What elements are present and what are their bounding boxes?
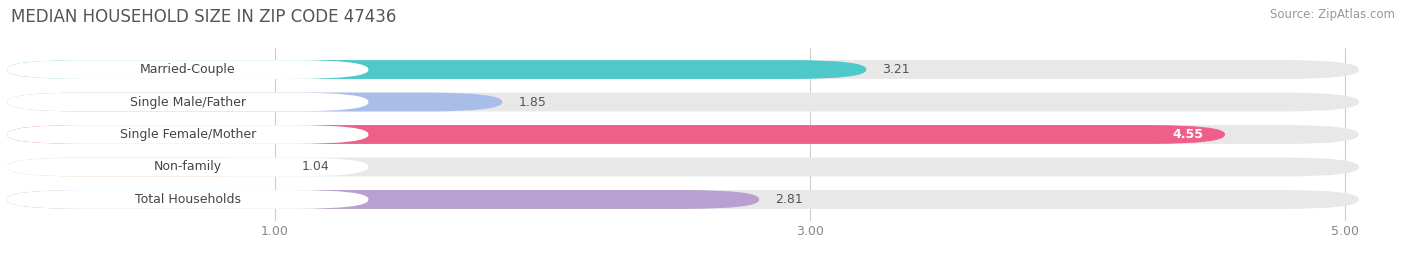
Text: Single Female/Mother: Single Female/Mother bbox=[120, 128, 256, 141]
FancyBboxPatch shape bbox=[7, 190, 368, 209]
Text: Non-family: Non-family bbox=[153, 161, 222, 174]
Text: 1.04: 1.04 bbox=[301, 161, 329, 174]
FancyBboxPatch shape bbox=[7, 60, 368, 79]
FancyBboxPatch shape bbox=[7, 60, 1358, 79]
FancyBboxPatch shape bbox=[7, 125, 1225, 144]
FancyBboxPatch shape bbox=[7, 93, 1358, 111]
FancyBboxPatch shape bbox=[7, 93, 368, 111]
Text: Married-Couple: Married-Couple bbox=[141, 63, 236, 76]
Text: 3.21: 3.21 bbox=[883, 63, 910, 76]
Text: 4.55: 4.55 bbox=[1173, 128, 1204, 141]
FancyBboxPatch shape bbox=[7, 125, 1358, 144]
Text: MEDIAN HOUSEHOLD SIZE IN ZIP CODE 47436: MEDIAN HOUSEHOLD SIZE IN ZIP CODE 47436 bbox=[11, 8, 396, 26]
FancyBboxPatch shape bbox=[7, 190, 759, 209]
FancyBboxPatch shape bbox=[7, 158, 285, 176]
Text: 1.85: 1.85 bbox=[519, 95, 546, 108]
Text: Total Households: Total Households bbox=[135, 193, 240, 206]
Text: Source: ZipAtlas.com: Source: ZipAtlas.com bbox=[1270, 8, 1395, 21]
FancyBboxPatch shape bbox=[7, 93, 502, 111]
FancyBboxPatch shape bbox=[7, 158, 1358, 176]
FancyBboxPatch shape bbox=[7, 190, 1358, 209]
FancyBboxPatch shape bbox=[7, 60, 866, 79]
FancyBboxPatch shape bbox=[7, 125, 368, 144]
FancyBboxPatch shape bbox=[7, 158, 368, 176]
Text: Single Male/Father: Single Male/Father bbox=[129, 95, 246, 108]
Text: 2.81: 2.81 bbox=[775, 193, 803, 206]
